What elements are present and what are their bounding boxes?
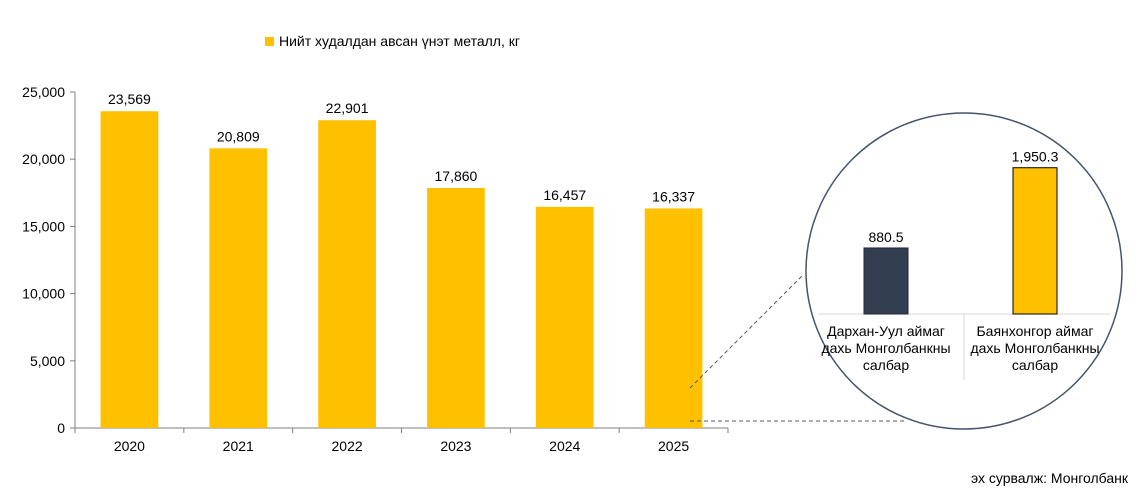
legend-swatch [265, 37, 274, 46]
bar-2024 [535, 206, 594, 428]
legend-label: Нийт худалдан авсан үнэт металл, кг [279, 33, 520, 49]
main-chart: 0 5,000 10,000 15,000 20,000 25,000 23,569 20,… [22, 84, 729, 454]
inset-category-label: Дархан-Уул аймаг [827, 323, 945, 339]
y-tick-label: 10,000 [22, 286, 65, 302]
bar-value-label: 23,569 [108, 91, 151, 107]
y-ticks: 0 5,000 10,000 15,000 20,000 25,000 [22, 84, 75, 436]
x-tick-label: 2025 [658, 438, 689, 454]
x-tick-label: 2024 [549, 438, 580, 454]
x-tick-label: 2022 [332, 438, 363, 454]
y-tick-label: 25,000 [22, 84, 65, 100]
inset-bar-1 [863, 247, 909, 315]
inset-value-label: 880.5 [868, 229, 903, 245]
bar-value-label: 22,901 [326, 100, 369, 116]
bar-labels: 23,569 20,809 22,901 17,860 16,457 16,337 [108, 91, 695, 204]
inset-category-label: салбар [863, 357, 909, 373]
bar-2020 [100, 111, 159, 429]
bar-2025 [644, 208, 703, 428]
legend: Нийт худалдан авсан үнэт металл, кг [265, 33, 520, 49]
y-tick-label: 20,000 [22, 151, 65, 167]
bar-value-label: 20,809 [217, 128, 260, 144]
bar-2023 [427, 187, 485, 428]
y-tick-label: 15,000 [22, 218, 65, 234]
inset-circle [805, 112, 1123, 430]
zoom-connector-top [689, 274, 804, 389]
x-ticks [74, 428, 729, 433]
source-note: эх сурвалж: Монголбанк [971, 470, 1129, 486]
y-tick-label: 5,000 [30, 353, 65, 369]
bar-value-label: 17,860 [435, 168, 478, 184]
inset-category-label: дахь Монголбанкны [970, 340, 1099, 356]
inset-category-label: Баянхонгор аймаг [976, 323, 1093, 339]
bar-value-label: 16,337 [652, 188, 695, 204]
x-tick-label: 2023 [440, 438, 471, 454]
inset-bar-2 [1012, 167, 1058, 315]
x-tick-label: 2021 [223, 438, 254, 454]
bar-2022 [318, 120, 376, 428]
inset-value-label: 1,950.3 [1012, 149, 1059, 165]
inset-category-label: салбар [1012, 357, 1058, 373]
bars [100, 111, 703, 429]
x-labels: 2020 2021 2022 2023 2024 2025 [114, 438, 690, 454]
inset-bars [863, 167, 1058, 315]
bar-value-label: 16,457 [543, 187, 586, 203]
inset-category-label: дахь Монголбанкны [821, 340, 950, 356]
bar-2021 [209, 148, 268, 429]
inset-labels: 880.5 1,950.3 [868, 149, 1058, 245]
x-tick-label: 2020 [114, 438, 145, 454]
y-tick-label: 0 [57, 420, 65, 436]
